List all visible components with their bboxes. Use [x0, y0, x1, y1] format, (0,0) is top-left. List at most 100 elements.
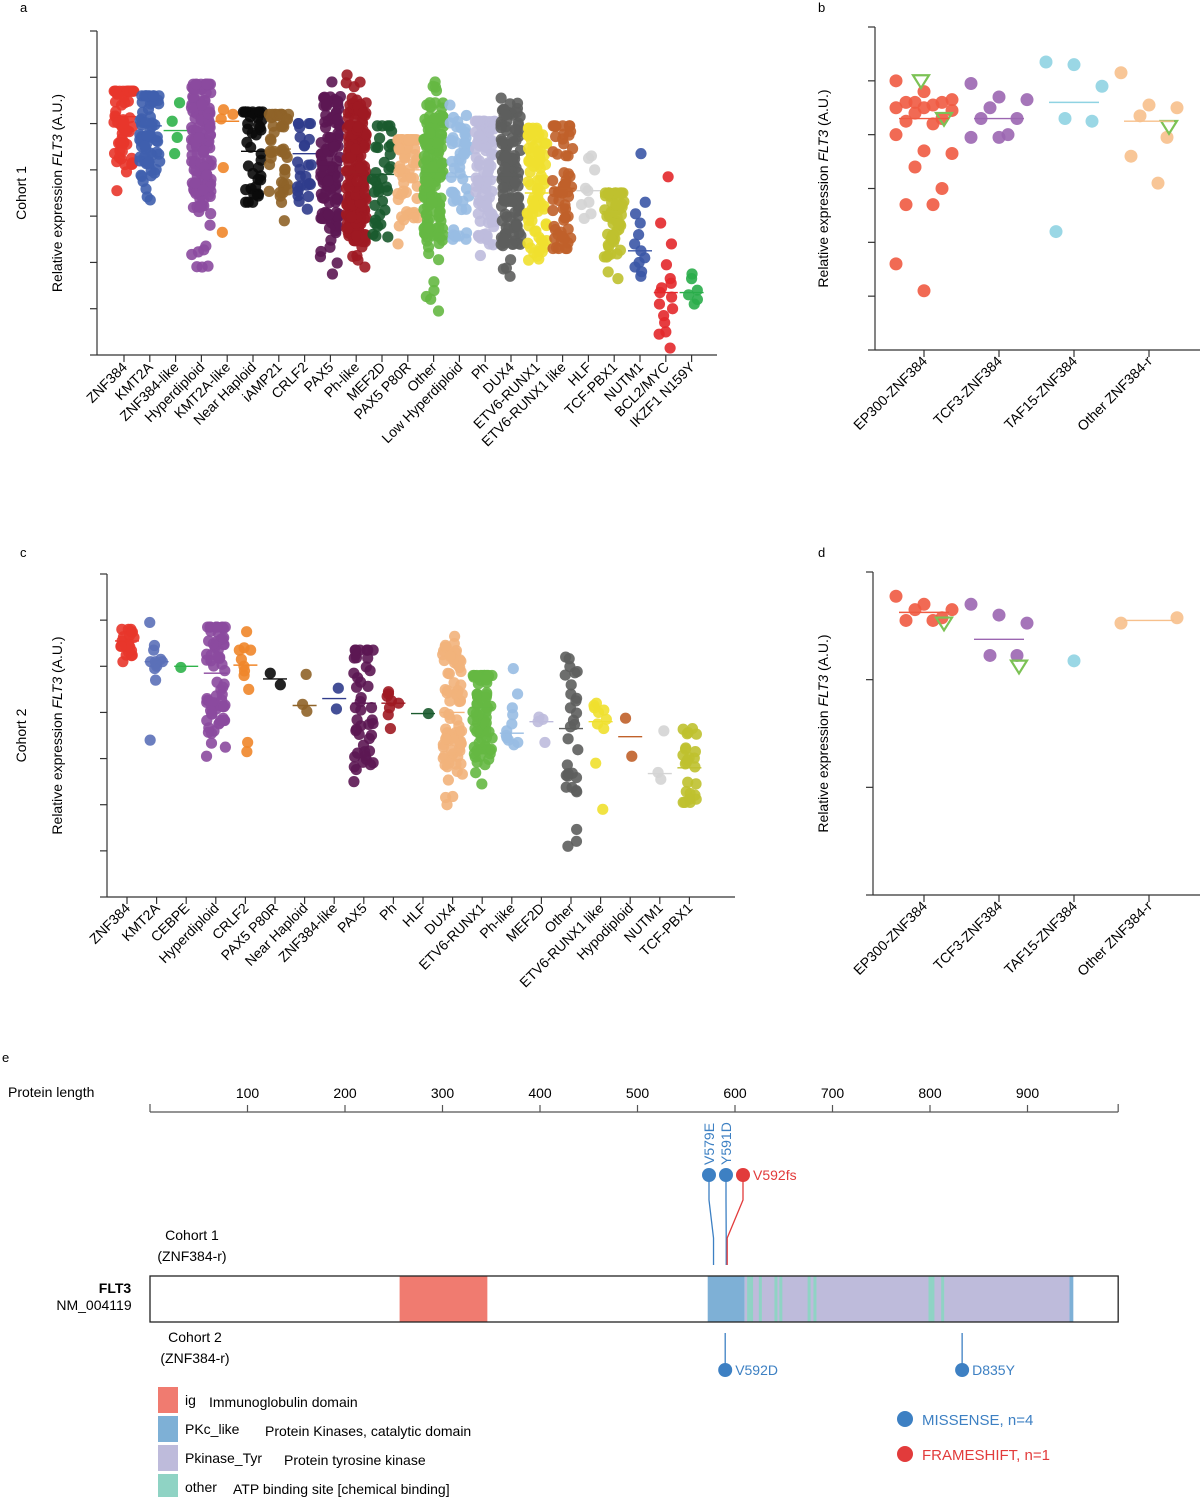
data-point: [332, 220, 344, 233]
data-point: [382, 709, 394, 721]
atp-binding-site: [779, 1276, 783, 1322]
data-point: [1058, 112, 1072, 126]
group-taf15-znf384: [1039, 55, 1109, 239]
legend-label-frameshift: FRAMESHIFT, n=1: [922, 1447, 1050, 1464]
x-category-label: EP300-ZNF384: [850, 353, 930, 433]
data-point: [945, 93, 959, 107]
group-tcf-pbx1: [598, 187, 630, 285]
data-point: [279, 163, 291, 175]
data-point: [418, 203, 430, 215]
group-kmt2a: [144, 616, 169, 746]
data-point: [612, 273, 624, 285]
data-point: [399, 151, 411, 163]
data-point: [460, 109, 473, 122]
group-tcf3-znf384: [964, 77, 1034, 144]
data-point: [615, 187, 627, 199]
data-point: [1067, 58, 1081, 72]
protein-axis-tick-label: 900: [1016, 1085, 1040, 1101]
data-point: [481, 687, 493, 699]
data-point: [690, 728, 702, 740]
data-point: [189, 177, 201, 189]
data-point: [245, 644, 257, 656]
data-point: [467, 714, 479, 726]
panel-c-cohort2-subtype-chart: Relative expression FLT3 (A.U.)Cohort 2Z…: [13, 573, 735, 990]
data-point: [1049, 225, 1063, 239]
data-point: [292, 190, 304, 202]
data-point: [204, 219, 216, 231]
panel-label-c: c: [20, 545, 27, 560]
panel-e-protein-map: Protein length 100 200 300 400 500 600 700 800 9…: [8, 1084, 1119, 1497]
data-point: [474, 249, 486, 262]
data-point: [152, 135, 164, 148]
data-point: [639, 196, 651, 208]
data-point: [233, 644, 245, 656]
group-other: [418, 76, 450, 317]
data-point: [433, 237, 445, 250]
data-point: [201, 169, 213, 181]
group-dux4: [495, 92, 527, 282]
legend-swatch: [158, 1445, 178, 1471]
data-point: [485, 743, 497, 755]
data-point: [282, 184, 294, 196]
data-point: [432, 305, 445, 317]
cohort-label: Cohort 2: [13, 708, 29, 762]
data-point: [332, 171, 344, 183]
mutation-dot-missense: [955, 1363, 970, 1377]
data-point: [341, 165, 353, 177]
data-point: [476, 189, 488, 201]
data-point: [582, 152, 595, 164]
data-point: [565, 679, 577, 691]
data-point: [472, 176, 485, 188]
data-point: [511, 688, 524, 700]
data-point: [506, 238, 518, 250]
group-nutm1: [628, 148, 652, 282]
protein-axis-tick-label: 100: [236, 1085, 260, 1101]
data-point: [500, 150, 512, 162]
atp-binding-site: [931, 1276, 935, 1322]
data-point: [1170, 101, 1184, 115]
data-point: [256, 114, 268, 127]
data-point: [197, 184, 209, 196]
data-point: [305, 159, 317, 171]
data-point: [349, 644, 361, 656]
x-category-label: PAX5: [334, 900, 370, 936]
protein-axis-tick-label: 600: [723, 1085, 747, 1101]
data-point: [294, 121, 306, 133]
panel-label-d: d: [818, 545, 825, 560]
data-point: [572, 744, 584, 756]
group-kmt2a: [134, 90, 166, 206]
data-point: [482, 164, 495, 177]
group-near-haploid: [237, 106, 269, 208]
group-hyperdiploid: [200, 621, 231, 762]
data-point: [392, 134, 404, 146]
data-point: [616, 201, 628, 213]
mutation-label: Y591D: [718, 1122, 734, 1165]
legend-label-missense: MISSENSE, n=4: [922, 1412, 1033, 1429]
protein-axis-tick-label: 500: [626, 1085, 650, 1101]
data-point: [522, 176, 534, 188]
data-point: [424, 127, 436, 139]
data-point: [526, 195, 539, 207]
data-point: [264, 667, 276, 679]
mutation-legend: MISSENSE, n=4 FRAMESHIFT, n=1: [897, 1411, 1050, 1464]
data-point: [436, 157, 448, 169]
data-point: [300, 668, 312, 680]
legend-desc: Protein Kinases, catalytic domain: [265, 1423, 471, 1439]
data-point: [348, 776, 360, 788]
protein-bar: [149, 1275, 1119, 1323]
group-ikzf1-n159y: [679, 268, 704, 310]
atp-binding-site: [807, 1276, 811, 1322]
group-pax5-p80r: [263, 667, 287, 691]
data-point: [992, 130, 1006, 144]
data-point: [332, 95, 344, 107]
data-point: [570, 835, 583, 847]
data-point: [458, 148, 471, 160]
data-point: [202, 260, 214, 272]
domain-pkc: [707, 1276, 745, 1322]
data-point: [570, 785, 582, 797]
mutation-label: V592D: [735, 1362, 778, 1378]
group-pax5-p80r: [392, 134, 424, 250]
data-point: [201, 648, 213, 660]
data-point: [214, 715, 227, 727]
